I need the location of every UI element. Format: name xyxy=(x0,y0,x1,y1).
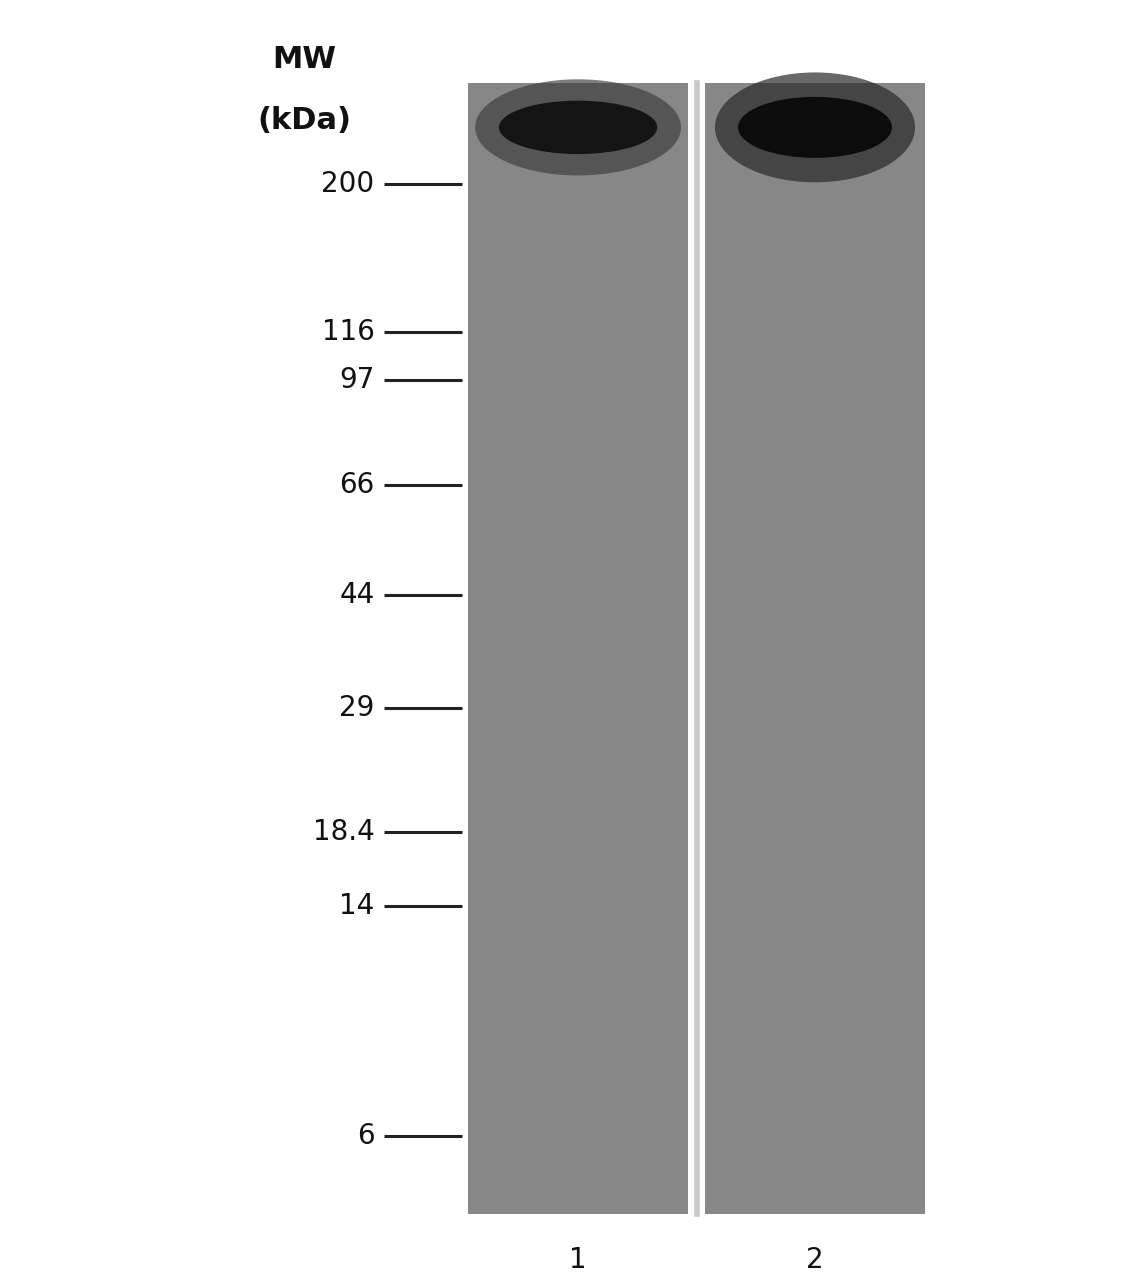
Bar xyxy=(468,83,688,1215)
Text: 29: 29 xyxy=(340,694,374,722)
Text: 1: 1 xyxy=(570,1247,587,1275)
Text: 44: 44 xyxy=(340,581,374,609)
Text: 18.4: 18.4 xyxy=(312,818,374,846)
Text: MW: MW xyxy=(273,45,336,73)
Ellipse shape xyxy=(738,97,892,157)
Text: 6: 6 xyxy=(356,1123,374,1151)
Text: 116: 116 xyxy=(321,317,374,346)
Ellipse shape xyxy=(475,79,681,175)
Text: 66: 66 xyxy=(340,471,374,499)
Ellipse shape xyxy=(499,101,658,154)
Text: 14: 14 xyxy=(340,892,374,920)
Ellipse shape xyxy=(715,73,915,182)
Bar xyxy=(705,83,925,1215)
Text: 2: 2 xyxy=(807,1247,823,1275)
Text: (kDa): (kDa) xyxy=(257,105,352,134)
Text: 200: 200 xyxy=(321,170,374,197)
Text: 97: 97 xyxy=(340,366,374,394)
